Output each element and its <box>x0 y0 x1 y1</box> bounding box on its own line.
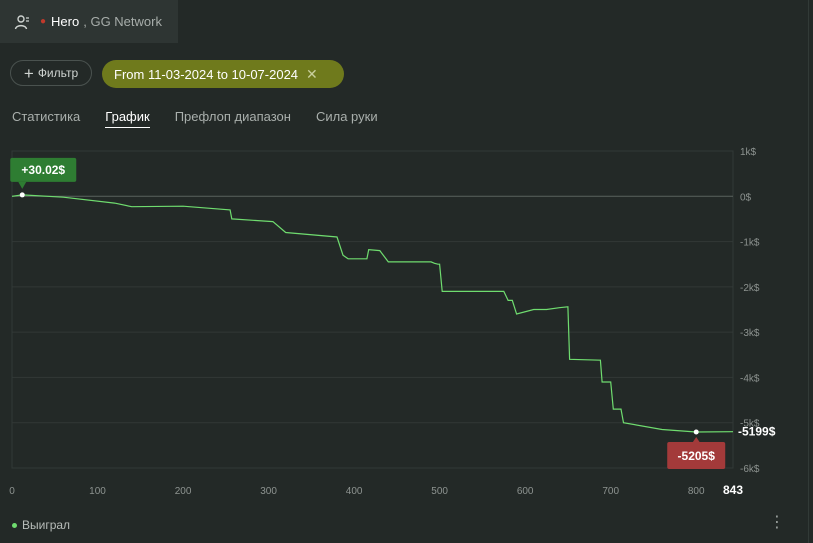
y-tick-label: -3k$ <box>740 328 760 339</box>
min-badge-pointer <box>692 436 701 443</box>
x-tick-label: 700 <box>602 486 619 497</box>
hero-label: Hero <box>51 14 80 29</box>
tab-bar: Статистика График Префлоп диапазон Сила … <box>12 109 378 128</box>
chart-svg: 1k$ 0$ -1k$ -2k$ -3k$ -4k$ -5k$ -6k$ 0 100 200 300 4… <box>9 147 776 497</box>
x-tick-label: 200 <box>175 486 192 497</box>
end-value-label: -5199$ <box>738 425 776 439</box>
date-range-label: From 11-03-2024 to 10-07-2024 <box>114 66 299 82</box>
x-tick-label: 400 <box>346 486 363 497</box>
x-tick-label: 600 <box>517 486 534 497</box>
min-badge <box>667 441 726 469</box>
x-tick-label: 800 <box>688 486 705 497</box>
legend-dot-icon <box>12 522 17 528</box>
right-divider <box>808 0 809 543</box>
y-tick-label: 1k$ <box>740 147 757 158</box>
plot-frame <box>11 150 734 469</box>
y-tick-label: -4k$ <box>740 373 760 384</box>
plus-icon: + <box>23 63 34 83</box>
max-point <box>19 192 25 198</box>
tab-statistics[interactable]: Статистика <box>12 109 81 124</box>
y-tick-label: -6k$ <box>740 464 760 475</box>
min-badge-label: -5205$ <box>678 449 716 463</box>
filter-button-label: Фильтр <box>37 66 79 80</box>
y-tick-label: -2k$ <box>740 283 760 294</box>
x-tick-label: 0 <box>9 486 15 497</box>
x-tick-label: 300 <box>260 486 277 497</box>
status-dot: ● <box>40 16 47 27</box>
max-badge-label: +30.02$ <box>21 163 65 177</box>
session-tab[interactable]: ● Hero , GG Network <box>0 0 178 43</box>
max-badge <box>10 157 77 182</box>
legend-label: Выиграл <box>22 518 71 532</box>
y-tick-label: -5k$ <box>740 419 760 430</box>
y-tick-label: 0$ <box>740 192 752 203</box>
close-icon[interactable]: ✕ <box>306 65 318 82</box>
min-point <box>693 429 699 435</box>
x-tick-label: 500 <box>431 486 448 497</box>
x-end-label: 843 <box>723 483 743 497</box>
y-tick-label: -1k$ <box>740 238 760 249</box>
profit-series-line <box>11 194 734 433</box>
tab-preflop-range[interactable]: Префлоп диапазон <box>174 109 291 124</box>
network-label: , GG Network <box>83 14 162 29</box>
legend: Выиграл <box>12 518 70 532</box>
x-tick-label: 100 <box>89 486 106 497</box>
date-range-chip[interactable]: From 11-03-2024 to 10-07-2024 ✕ <box>102 60 344 88</box>
max-badge-pointer <box>18 181 27 189</box>
user-icon <box>14 14 29 29</box>
tab-graph[interactable]: График <box>105 109 150 128</box>
tab-hand-strength[interactable]: Сила руки <box>315 109 378 124</box>
profit-chart[interactable]: 1k$ 0$ -1k$ -2k$ -3k$ -4k$ -5k$ -6k$ 0 100 200 300 4… <box>0 135 813 505</box>
more-options-icon[interactable]: ⋮ <box>769 514 785 531</box>
filter-button[interactable]: + Фильтр <box>10 60 92 86</box>
